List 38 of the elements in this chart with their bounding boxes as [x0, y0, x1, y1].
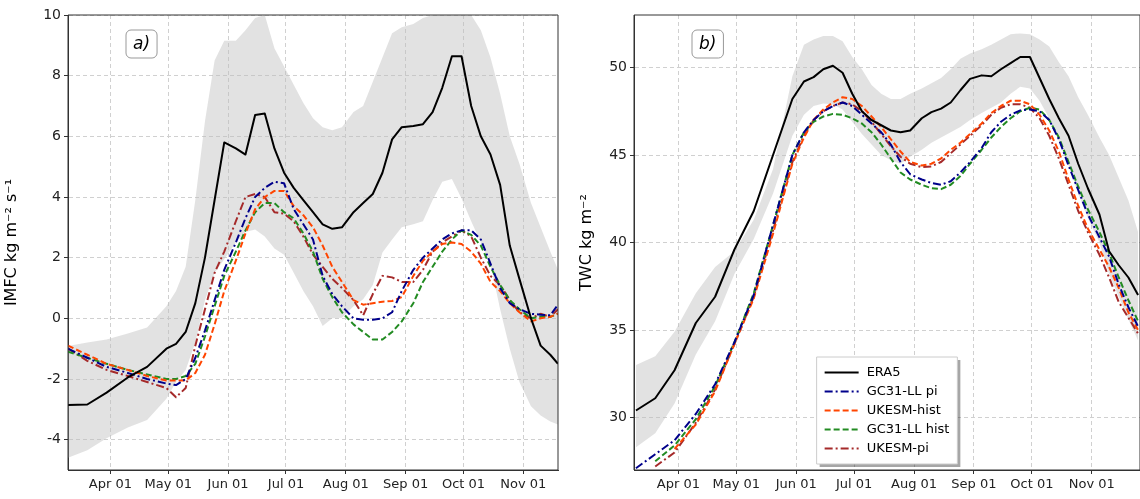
annotation: a) — [133, 33, 151, 54]
x-tick-label: May 01 — [144, 476, 193, 492]
x-tick-label: Oct 01 — [1010, 476, 1054, 492]
annotation: b) — [699, 33, 717, 54]
legend-label: UKESM-pi — [866, 439, 929, 455]
y-tick-label: 35 — [609, 320, 627, 337]
y-tick-label: -4 — [47, 430, 62, 447]
legend-label: GC31-LL pi — [866, 382, 938, 398]
x-tick-label: Aug 01 — [891, 476, 938, 492]
y-tick-label: 45 — [609, 145, 627, 162]
y-tick-label: 50 — [609, 58, 627, 75]
y-tick-label: 30 — [609, 408, 627, 425]
legend-label: UKESM-hist — [866, 401, 941, 417]
x-tick-label: Apr 01 — [88, 476, 133, 492]
y-axis-title: TWC kg m⁻² — [575, 194, 595, 292]
x-tick-label: Sep 01 — [951, 476, 997, 492]
legend-label: ERA5 — [866, 363, 901, 379]
x-tick-label: Nov 01 — [500, 476, 547, 492]
y-tick-label: 10 — [43, 5, 61, 22]
y-tick-label: 4 — [52, 187, 62, 204]
x-tick-label: Aug 01 — [322, 476, 369, 492]
x-tick-label: Jun 01 — [774, 476, 817, 492]
y-tick-label: 0 — [52, 308, 61, 325]
y-tick-label: 2 — [52, 248, 61, 265]
x-tick-label: Oct 01 — [441, 476, 486, 492]
y-tick-label: 40 — [609, 233, 627, 250]
y-axis-title: IMFC kg m⁻² s⁻¹ — [0, 178, 20, 307]
legend-label: GC31-LL hist — [866, 420, 950, 436]
x-tick-label: Nov 01 — [1068, 476, 1115, 492]
x-tick-label: Jun 01 — [206, 476, 249, 492]
y-tick-label: -2 — [47, 369, 61, 386]
y-tick-label: 8 — [52, 66, 61, 83]
x-tick-label: Sep 01 — [383, 476, 429, 492]
x-tick-label: May 01 — [712, 476, 761, 492]
y-tick-label: 6 — [52, 126, 62, 143]
x-tick-label: Jul 01 — [266, 476, 305, 492]
x-tick-label: Jul 01 — [834, 476, 873, 492]
x-tick-label: Apr 01 — [656, 476, 701, 492]
